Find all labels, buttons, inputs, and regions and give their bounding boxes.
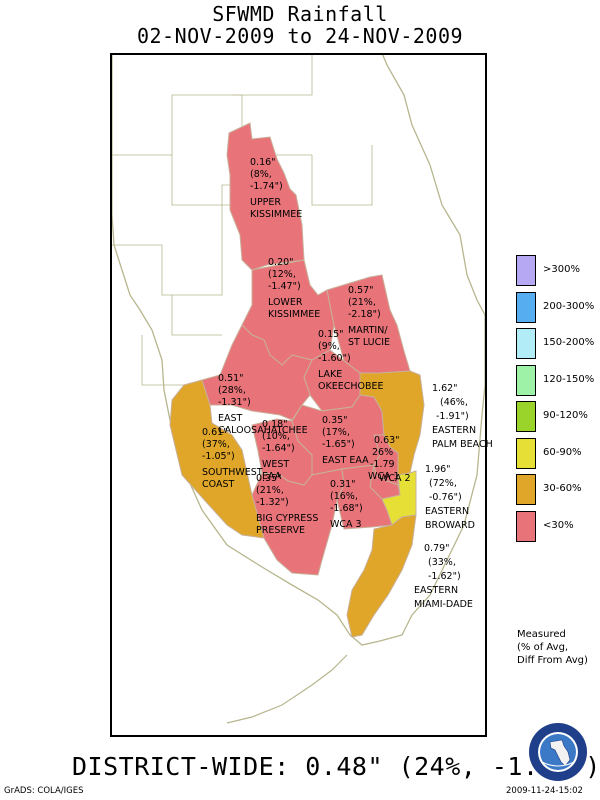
district-wide-summary: DISTRICT-WIDE: 0.48" (24%, -1.56") — [72, 752, 600, 781]
region-label-3-pct: (9%, — [318, 341, 340, 352]
region-label-11-pct: (16%, — [330, 491, 358, 502]
region-label-4-name1: EAST — [218, 413, 243, 424]
region-label-0-diff: -1.74") — [250, 181, 283, 192]
region-label-6-name2: EAA — [262, 471, 282, 482]
region-label-11-rainfall: 0.31" — [330, 479, 356, 490]
region-label-10-pct: (21%, — [256, 485, 284, 496]
region-label-7-rainfall: 0.35" — [322, 415, 348, 426]
region-label-10-diff: -1.32") — [256, 497, 289, 508]
region-label-4-name2: CALOOSAHATCHEE — [218, 425, 308, 436]
region-label-10-rainfall: 0.35" — [256, 473, 282, 484]
region-label-5-diff: -1.05") — [202, 451, 235, 462]
region-label-2-diff: -2.18") — [348, 309, 381, 320]
region-label-9-name: WCA 2 — [379, 473, 411, 484]
region-label-5-name2: COAST — [202, 479, 234, 490]
region-label-4-diff: -1.31") — [218, 397, 251, 408]
region-label-2-pct: (21%, — [348, 297, 376, 308]
legend-note: Measured (% of Avg, Diff From Avg) — [517, 629, 588, 666]
florida-map: 0.16"(8%,-1.74")UPPERKISSIMMEE0.20"(12%,… — [112, 55, 485, 724]
region-label-1-diff: -1.47") — [268, 281, 301, 292]
region-eastern-miami-dade[interactable] — [346, 514, 417, 638]
legend-swatch — [516, 328, 536, 359]
region-label-5-rainfall: 0.61" — [202, 427, 228, 438]
region-southwest-coast[interactable] — [169, 379, 265, 539]
map-frame: 0.16" (8%, -1.74") UPPER KISSIMMEE 0.20" (12%,… — [110, 53, 487, 737]
region-label-2-name1: MARTIN/ — [348, 325, 388, 336]
region-label-6-rainfall: 0.18" — [262, 419, 288, 430]
region-upper-kissimmee[interactable] — [226, 122, 305, 271]
region-label-0-pct: (8%, — [250, 169, 272, 180]
region-label-8-diff: -1.79 — [370, 459, 395, 470]
region-label-3-diff: -1.60") — [318, 353, 351, 364]
region-label-2-rainfall: 0.57" — [348, 285, 374, 296]
region-label-0-name2: KISSIMMEE — [250, 209, 302, 220]
legend-swatch — [516, 474, 536, 505]
legend-swatch — [516, 401, 536, 432]
legend-label: 150-200% — [543, 337, 595, 348]
label-eastern-broward: 1.96" (72%, -0.76") EASTERN BROWARD — [425, 464, 475, 531]
region-label-8-pct: 26% — [372, 447, 393, 458]
date-range: 02-NOV-2009 to 24-NOV-2009 — [136, 24, 464, 48]
region-label-11-name1: WCA 3 — [330, 519, 362, 530]
region-label-1-rainfall: 0.20" — [268, 257, 294, 268]
region-label-6-diff: -1.64") — [262, 443, 295, 454]
legend-label: 120-150% — [543, 373, 595, 385]
region-label-7-name1: EAST EAA — [322, 455, 369, 466]
region-label-6-name1: WEST — [262, 459, 289, 470]
legend-label: 200-300% — [543, 300, 595, 312]
region-label-1-name1: LOWER — [268, 297, 303, 308]
legend-swatch — [516, 437, 536, 469]
region-label-5-name1: SOUTHWEST — [202, 467, 263, 478]
label-eastern-miami-dade: 0.79" (33%, -1.62") EASTERN MIAMI-DADE — [414, 543, 473, 610]
region-label-7-diff: -1.65") — [322, 439, 355, 450]
credit-text: GrADS: COLA/IGES — [4, 786, 84, 796]
region-label-4-pct: (28%, — [218, 385, 246, 396]
region-martin-st-lucie[interactable] — [326, 274, 411, 374]
region-label-0-rainfall: 0.16" — [250, 157, 276, 168]
region-label-3-name1: LAKE — [318, 369, 342, 380]
region-label-2-name2: ST LUCIE — [348, 337, 390, 348]
sfwmd-seal-logo — [529, 723, 587, 781]
county-lines — [112, 55, 373, 386]
region-label-3-rainfall: 0.15" — [318, 329, 344, 340]
region-label-10-name1: BIG CYPRESS — [256, 513, 318, 524]
label-eastern-palm-beach: 1.62" (46%, -1.91") EASTERN PALM BEACH — [432, 383, 493, 450]
region-label-6-pct: (10%, — [262, 431, 290, 442]
region-label-11-diff: -1.68") — [330, 503, 363, 514]
region-label-5-pct: (37%, — [202, 439, 230, 450]
legend-swatch — [516, 510, 536, 542]
legend-swatch — [516, 291, 536, 323]
region-label-8-rainfall: 0.63" — [374, 435, 400, 446]
timestamp: 2009-11-24-15:02 — [506, 786, 583, 796]
legend-swatch — [516, 255, 536, 286]
region-label-10-name2: PRESERVE — [256, 525, 305, 536]
legend-label: 30-60% — [543, 483, 582, 494]
region-label-1-pct: (12%, — [268, 269, 296, 280]
region-label-0-name1: UPPER — [250, 197, 281, 208]
region-label-3-name2: OKEECHOBEE — [318, 381, 384, 392]
region-label-7-pct: (17%, — [322, 427, 350, 438]
legend-label: <30% — [543, 519, 574, 531]
florida-keys — [226, 654, 348, 724]
legend-label: >300% — [543, 264, 580, 275]
legend-swatch — [516, 364, 536, 396]
map-title: SFWMD Rainfall — [212, 2, 388, 26]
region-label-1-name2: KISSIMMEE — [268, 309, 320, 320]
region-label-4-rainfall: 0.51" — [218, 373, 244, 384]
region-label-8-name: WCA 1 — [368, 471, 400, 482]
legend-label: 90-120% — [543, 410, 588, 421]
legend-label: 60-90% — [543, 446, 582, 458]
florida-coastline — [112, 55, 485, 646]
